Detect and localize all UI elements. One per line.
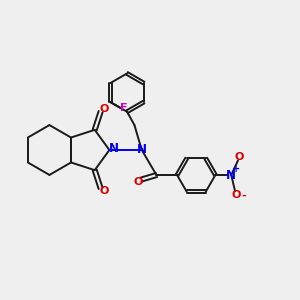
Text: O: O: [100, 104, 109, 114]
Text: +: +: [232, 164, 240, 174]
Text: O: O: [100, 186, 109, 196]
Text: N: N: [109, 142, 119, 155]
Text: O: O: [133, 177, 143, 187]
Text: O: O: [232, 190, 241, 200]
Text: N: N: [226, 169, 236, 182]
Text: N: N: [137, 143, 147, 157]
Text: -: -: [241, 190, 246, 200]
Text: F: F: [120, 103, 128, 113]
Text: O: O: [235, 152, 244, 162]
